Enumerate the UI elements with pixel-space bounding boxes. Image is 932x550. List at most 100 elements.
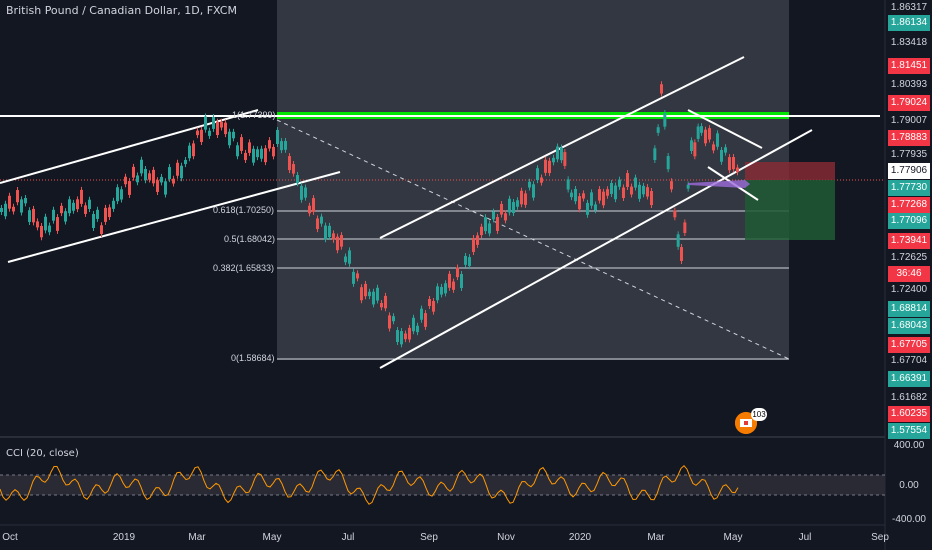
candle-body xyxy=(560,147,563,161)
candle-body xyxy=(96,209,99,219)
candle-body xyxy=(686,184,690,189)
candle-body xyxy=(590,192,593,206)
candle-body xyxy=(408,327,411,340)
candle-body xyxy=(440,286,443,295)
candle-body xyxy=(316,218,319,230)
price-axis-label: 1.77906 xyxy=(888,163,930,179)
candle-body xyxy=(268,140,271,149)
candle-body xyxy=(368,291,371,297)
time-axis-label: May xyxy=(723,532,743,543)
candle-body xyxy=(396,330,399,343)
candle-body xyxy=(340,235,343,247)
candle-body xyxy=(424,313,427,327)
candle-body xyxy=(516,200,519,207)
candle-body xyxy=(476,235,479,245)
candle-body xyxy=(508,198,511,213)
candle-body xyxy=(500,203,503,215)
position-arrow-icon[interactable] xyxy=(688,180,750,188)
candle-body xyxy=(84,205,87,214)
candle-body xyxy=(88,199,91,209)
wedge-upper[interactable] xyxy=(687,109,763,149)
candle-body xyxy=(328,225,331,237)
candle-body xyxy=(372,291,375,305)
candle-body xyxy=(673,210,677,218)
candle-body xyxy=(28,210,31,222)
dashed-trendline[interactable] xyxy=(276,119,790,360)
candle-body xyxy=(614,185,617,200)
candle-body xyxy=(732,157,735,170)
candle-body xyxy=(64,211,67,222)
candle-body xyxy=(0,208,3,212)
price-axis-label: 1.68043 xyxy=(888,318,930,334)
time-axis-label: Jul xyxy=(341,532,355,543)
candle-body xyxy=(524,193,527,205)
candle-body xyxy=(276,130,279,144)
candle-body xyxy=(344,256,347,263)
candle-body xyxy=(232,131,235,139)
candle-body xyxy=(356,273,359,279)
price-axis-label: 1.72625 xyxy=(890,252,928,263)
cci-line xyxy=(0,464,739,505)
candle-body xyxy=(468,257,471,267)
candle-body xyxy=(112,200,115,209)
candle-body xyxy=(248,142,251,153)
candle-body xyxy=(352,271,355,284)
candle-body xyxy=(444,283,447,294)
cci-band xyxy=(0,475,885,495)
candle-body xyxy=(156,180,159,192)
fib-label-05: 0.5(1.68042) xyxy=(224,234,276,244)
candle-body xyxy=(484,217,487,232)
price-axis-label: 1.79024 xyxy=(888,95,930,111)
price-axis-label: 1.77268 xyxy=(888,197,930,213)
candle-body xyxy=(172,178,175,184)
price-axis-label: 1.60235 xyxy=(888,406,930,422)
candle-body xyxy=(634,177,637,188)
candle-body xyxy=(448,273,451,288)
candle-body xyxy=(152,169,155,184)
candle-body xyxy=(244,152,247,161)
price-axis-label: 1.86317 xyxy=(890,2,928,13)
fib-retracement-area[interactable] xyxy=(277,0,789,360)
candle-body xyxy=(144,168,147,181)
candle-body xyxy=(602,191,605,206)
candle-body xyxy=(552,157,555,163)
candle-body xyxy=(92,214,95,228)
candle-body xyxy=(68,199,71,214)
candle-body xyxy=(586,202,589,215)
channel-upper-left[interactable] xyxy=(0,109,259,184)
candle-body xyxy=(48,225,51,233)
price-axis-label: 1.77730 xyxy=(888,180,930,196)
candle-body xyxy=(212,116,215,129)
price-axis-label: 1.79007 xyxy=(890,115,928,126)
candle-body xyxy=(304,187,307,198)
candle-body xyxy=(646,187,649,197)
candle-body xyxy=(256,149,259,158)
channel-lower-right[interactable] xyxy=(379,129,813,369)
candle-body xyxy=(220,121,223,128)
price-axis-label: 1.81451 xyxy=(888,58,930,74)
cci-level-0: 0.00 xyxy=(899,480,919,491)
stop-loss-zone[interactable] xyxy=(745,162,835,180)
candle-body xyxy=(188,145,191,159)
candle-body xyxy=(128,181,131,195)
take-profit-zone[interactable] xyxy=(745,180,835,240)
candle-body xyxy=(570,192,573,198)
channel-lower-left[interactable] xyxy=(7,171,341,263)
candle-body xyxy=(364,283,367,297)
candle-body xyxy=(630,186,633,195)
candle-body xyxy=(44,216,47,231)
candle-body xyxy=(472,237,475,252)
candle-body xyxy=(653,148,657,161)
candle-body xyxy=(264,148,267,163)
time-axis-label: Sep xyxy=(420,532,438,543)
candle-body xyxy=(60,205,63,214)
candle-body xyxy=(32,208,35,223)
candle-body xyxy=(160,176,163,183)
candle-body xyxy=(708,128,711,140)
candle-body xyxy=(184,159,187,165)
candle-body xyxy=(236,145,239,157)
candle-body xyxy=(108,207,111,218)
candle-body xyxy=(492,211,495,220)
candle-body xyxy=(20,199,23,213)
